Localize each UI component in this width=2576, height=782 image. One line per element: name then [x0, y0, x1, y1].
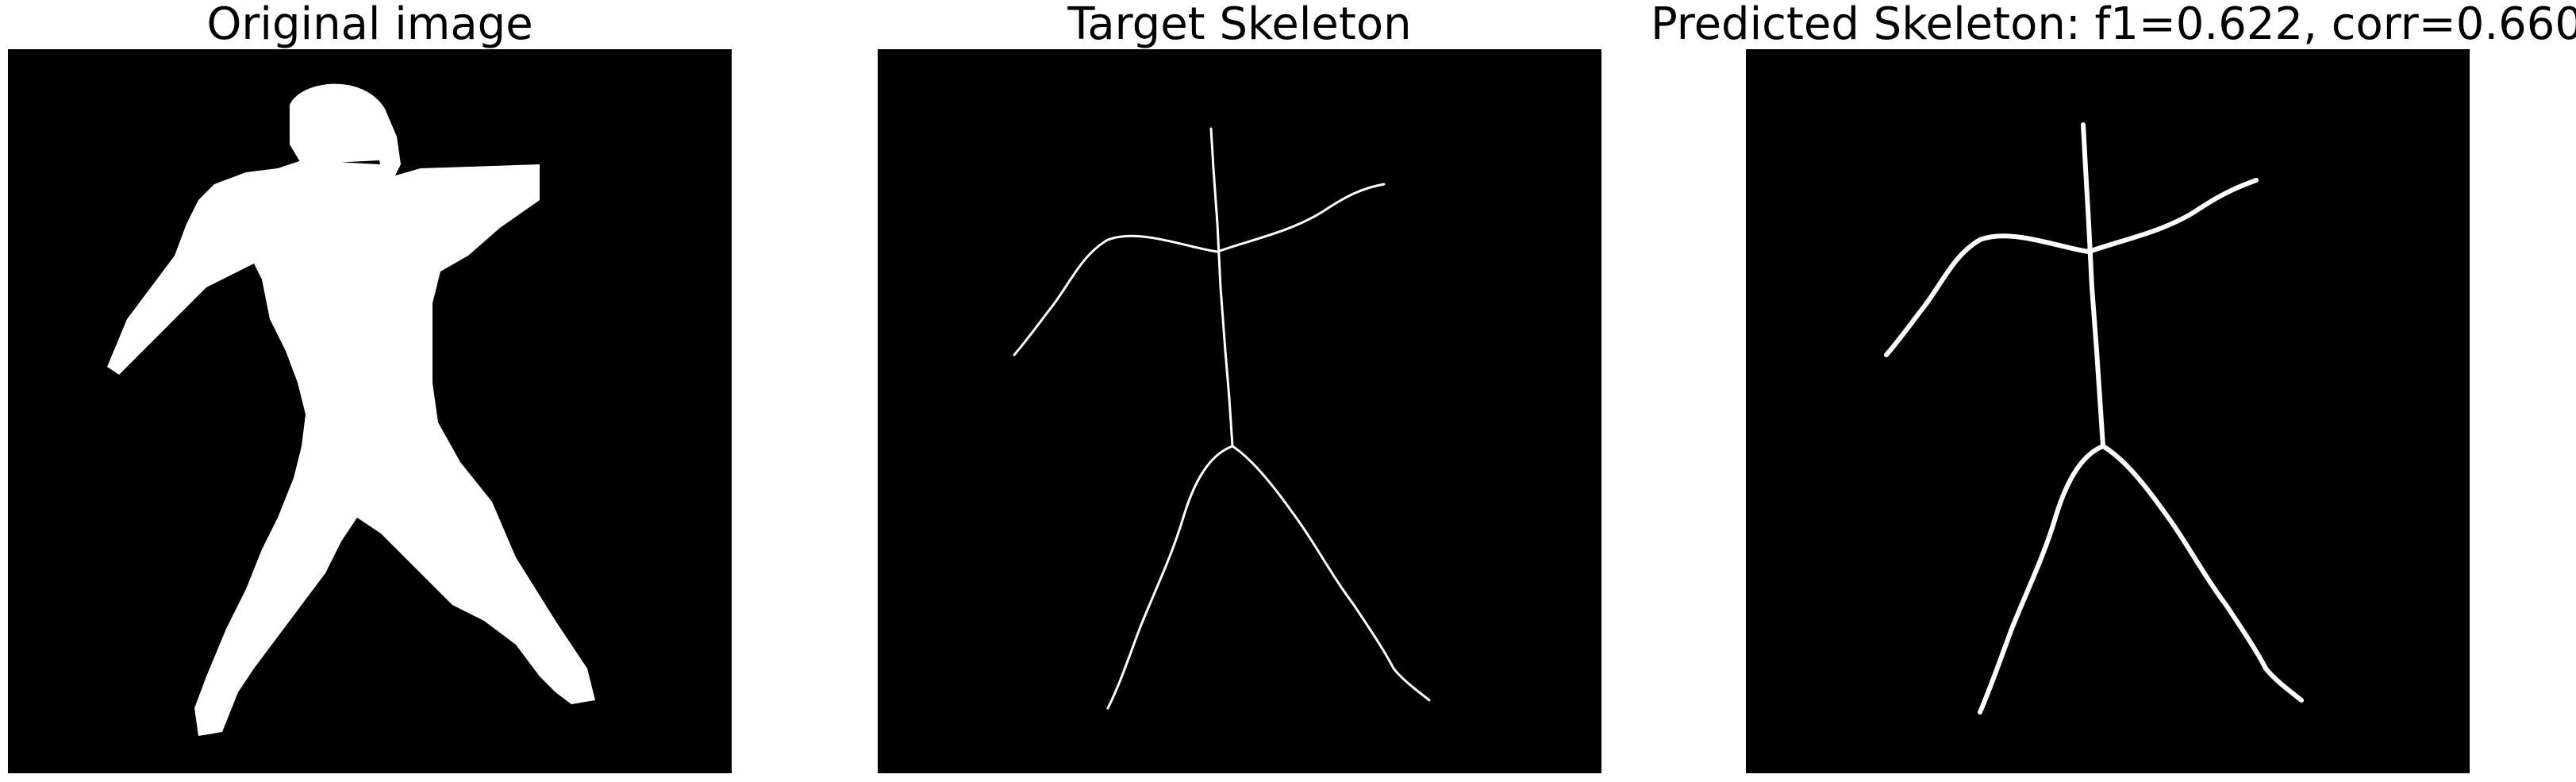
- predicted-skeleton-image: [1746, 49, 2470, 773]
- skeleton-arm-right: [2086, 178, 2259, 254]
- original-image: [8, 49, 732, 773]
- skeleton-arm-left: [1013, 234, 1219, 356]
- silhouette-head: [290, 83, 401, 180]
- target-skeleton-image: [878, 49, 1601, 773]
- panel-title-target: Target Skeleton: [1067, 0, 1412, 50]
- skeleton-leg-left: [1978, 444, 2105, 715]
- target-skeleton: [1013, 127, 1431, 710]
- skeleton-leg-right: [2101, 444, 2304, 703]
- skeleton-spine: [1209, 127, 1234, 448]
- predicted-skeleton: [1884, 122, 2304, 715]
- panel-title-original: Original image: [206, 0, 533, 50]
- skeleton-leg-left: [1106, 445, 1234, 710]
- skeleton-arm-left: [1884, 233, 2091, 357]
- skeleton-spine: [2081, 122, 2105, 449]
- silhouette-body: [107, 160, 595, 736]
- skeleton-arm-right: [1216, 183, 1386, 253]
- silhouette-figure: [107, 83, 595, 736]
- panel-target: Target Skeleton: [878, 0, 1601, 782]
- skeleton-leg-right: [1231, 445, 1431, 702]
- panel-original: Original image: [8, 0, 732, 782]
- panel-predicted: Predicted Skeleton: f1=0.622, corr=0.660: [1651, 0, 2576, 782]
- panel-title-predicted: Predicted Skeleton: f1=0.622, corr=0.660: [1651, 0, 2576, 50]
